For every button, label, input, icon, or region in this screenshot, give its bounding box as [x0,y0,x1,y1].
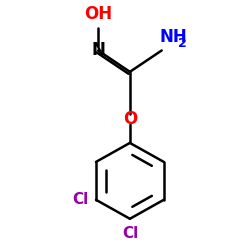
Text: O: O [123,110,137,128]
Text: NH: NH [159,28,187,46]
Text: Cl: Cl [122,226,138,241]
Text: 2: 2 [178,36,186,50]
Text: OH: OH [84,5,112,23]
Text: Cl: Cl [72,192,89,207]
Text: N: N [91,42,105,60]
